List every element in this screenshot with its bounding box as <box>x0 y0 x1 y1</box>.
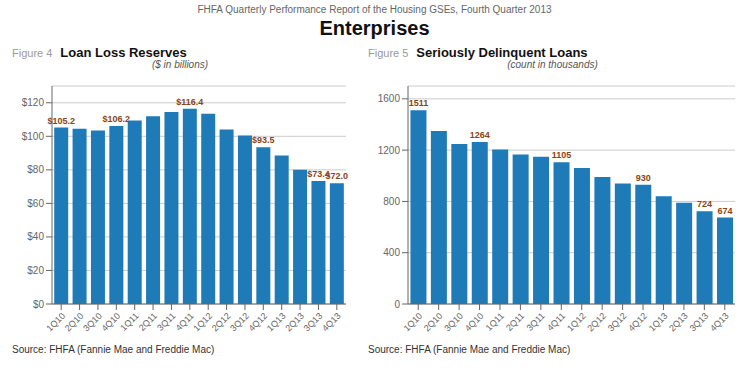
svg-text:$93.5: $93.5 <box>252 135 275 145</box>
html-text:Loan Loss Reserves: Loan Loss Reserves <box>60 45 187 60</box>
svg-text:800: 800 <box>383 196 400 207</box>
svg-text:2Q13: 2Q13 <box>667 311 690 334</box>
svg-text:$105.2: $105.2 <box>47 116 75 126</box>
svg-text:$73.4: $73.4 <box>307 168 330 179</box>
html-text:FHFA Quarterly Performance Rep: FHFA Quarterly Performance Report of the… <box>197 4 552 15</box>
svg-text:1264: 1264 <box>470 130 490 140</box>
html-text:Source: FHFA (Fannie Mae and F: Source: FHFA (Fannie Mae and Freddie Mac… <box>368 344 571 355</box>
html-text:Seriously Delinquent Loans: Seriously Delinquent Loans <box>416 45 588 60</box>
svg-text:1511: 1511 <box>409 98 429 108</box>
svg-text:1Q12: 1Q12 <box>565 311 588 334</box>
svg-text:1Q12: 1Q12 <box>191 311 214 334</box>
svg-text:$80: $80 <box>27 164 44 175</box>
html-text:Source: FHFA (Fannie Mae and F: Source: FHFA (Fannie Mae and Freddie Mac… <box>12 344 215 355</box>
svg-text:4Q10: 4Q10 <box>463 311 486 334</box>
html-text:($ in billions): ($ in billions) <box>151 59 209 70</box>
svg-text:1Q13: 1Q13 <box>647 311 670 334</box>
svg-text:1Q10: 1Q10 <box>44 311 67 334</box>
svg-text:2Q11: 2Q11 <box>504 311 526 333</box>
svg-text:4Q10: 4Q10 <box>100 311 123 334</box>
svg-text:$116.4: $116.4 <box>176 97 203 107</box>
svg-text:1600: 1600 <box>378 93 401 104</box>
svg-text:4Q11: 4Q11 <box>174 311 196 333</box>
svg-text:1Q11: 1Q11 <box>118 311 140 333</box>
svg-text:$120: $120 <box>22 97 45 108</box>
svg-text:674: 674 <box>717 206 732 216</box>
svg-text:2Q12: 2Q12 <box>210 311 233 334</box>
svg-text:1105: 1105 <box>552 150 572 160</box>
svg-text:3Q12: 3Q12 <box>228 311 251 334</box>
svg-text:2Q12: 2Q12 <box>585 311 608 334</box>
svg-text:2Q10: 2Q10 <box>63 311 86 334</box>
svg-text:4Q11: 4Q11 <box>545 311 567 333</box>
html-text:Figure 5: Figure 5 <box>368 47 409 59</box>
svg-text:4Q12: 4Q12 <box>247 311 270 334</box>
svg-text:3Q10: 3Q10 <box>442 311 465 334</box>
svg-text:930: 930 <box>636 173 651 183</box>
svg-text:4Q13: 4Q13 <box>320 311 343 334</box>
svg-text:2Q13: 2Q13 <box>283 311 306 334</box>
svg-text:4Q12: 4Q12 <box>626 311 649 334</box>
svg-text:$60: $60 <box>27 198 44 209</box>
html-text:Enterprises: Enterprises <box>319 17 430 39</box>
svg-text:1Q11: 1Q11 <box>484 311 506 333</box>
svg-text:3Q13: 3Q13 <box>302 311 325 334</box>
svg-text:1Q10: 1Q10 <box>402 311 425 334</box>
svg-text:3Q12: 3Q12 <box>606 311 629 334</box>
svg-text:1200: 1200 <box>378 145 401 156</box>
svg-text:724: 724 <box>697 199 712 209</box>
svg-text:$106.2: $106.2 <box>103 114 131 124</box>
svg-text:3Q10: 3Q10 <box>81 311 104 334</box>
svg-text:3Q11: 3Q11 <box>525 311 547 333</box>
svg-text:$20: $20 <box>27 265 44 276</box>
svg-text:$100: $100 <box>22 131 45 142</box>
svg-text:$0: $0 <box>33 299 45 310</box>
svg-text:0: 0 <box>394 299 400 310</box>
svg-text:1Q13: 1Q13 <box>265 311 288 334</box>
svg-text:400: 400 <box>383 247 400 258</box>
svg-text:$40: $40 <box>27 231 44 242</box>
svg-text:2Q10: 2Q10 <box>422 311 445 334</box>
html-text:(count in thousands): (count in thousands) <box>507 59 598 70</box>
svg-text:2Q11: 2Q11 <box>137 311 159 333</box>
svg-text:3Q13: 3Q13 <box>688 311 711 334</box>
svg-text:4Q13: 4Q13 <box>708 311 731 334</box>
svg-text:$72.0: $72.0 <box>326 171 349 181</box>
svg-text:3Q11: 3Q11 <box>155 311 177 333</box>
html-text:Figure 4: Figure 4 <box>12 47 53 59</box>
